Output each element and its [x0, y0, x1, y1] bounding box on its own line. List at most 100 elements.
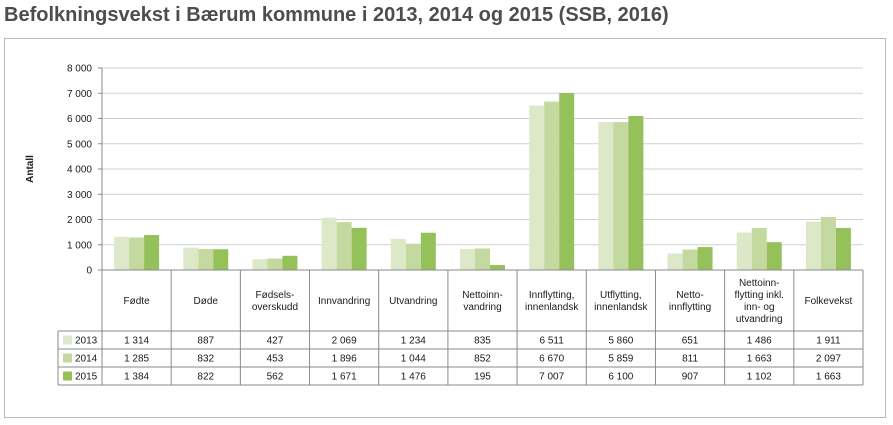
data-label: 651 [682, 336, 699, 347]
category-label: Utflytting, innenlandsk [594, 290, 648, 313]
y-tick-label: 2 000 [67, 215, 92, 226]
data-label: 453 [267, 354, 284, 365]
data-label: 6 511 [540, 336, 565, 347]
legend-label: 2014 [75, 354, 98, 365]
bar [598, 122, 614, 270]
y-tick-label: 1 000 [67, 240, 92, 251]
legend-label: 2013 [75, 336, 98, 347]
data-label: 6 100 [608, 372, 633, 383]
data-label: 1 314 [124, 336, 149, 347]
data-label: 1 663 [816, 372, 841, 383]
data-label: 887 [197, 336, 214, 347]
bar [475, 248, 490, 270]
data-label: 1 663 [747, 354, 772, 365]
data-label: 822 [197, 372, 214, 383]
bar [766, 242, 782, 270]
data-label: 1 285 [124, 354, 149, 365]
data-label: 835 [474, 336, 491, 347]
category-label: Nettoinn-flytting inkl. inn- og utvandring [734, 278, 783, 325]
data-label: 7 007 [539, 372, 564, 383]
bar [820, 217, 836, 270]
bar-chart: 0 1 000 2 000 3 000 4 000 5 000 6 000 7 000 8 00… [25, 64, 864, 386]
bar [559, 93, 575, 271]
y-tick-label: 8 000 [67, 64, 92, 75]
bar [198, 248, 214, 270]
bar [114, 236, 130, 270]
bar [336, 222, 352, 270]
data-label: 1 486 [747, 336, 772, 347]
data-label: 1 102 [747, 372, 772, 383]
category-label: Innflytting, innenlandsk [525, 290, 579, 313]
data-label: 562 [267, 372, 284, 383]
bar [420, 232, 436, 270]
y-tick-label: 7 000 [67, 89, 92, 100]
y-tick-label: 5 000 [67, 139, 92, 150]
data-label: 907 [682, 372, 699, 383]
y-axis: 0 1 000 2 000 3 000 4 000 5 000 6 000 7 000 8 00… [67, 64, 103, 277]
legend-label: 2015 [75, 372, 98, 383]
data-label: 195 [474, 372, 491, 383]
legend-swatch [63, 353, 72, 363]
category-label: Nettoinn-vandring [462, 290, 503, 313]
y-tick-label: 0 [86, 266, 92, 277]
category-label: Netto-innflytting [669, 290, 711, 313]
y-axis-label: Antall [25, 155, 36, 183]
data-label: 5 860 [608, 336, 633, 347]
data-label: 1 044 [401, 354, 426, 365]
y-tick-label: 4 000 [67, 165, 92, 176]
data-label: 852 [474, 354, 491, 365]
category-label: Døde [194, 296, 219, 307]
category-label: Folkevekst [805, 296, 853, 307]
bar [129, 237, 145, 270]
legend-swatch [63, 335, 72, 345]
gridlines [102, 67, 863, 246]
bar [490, 265, 505, 270]
category-label: Innvandring [318, 296, 370, 307]
bar [835, 228, 851, 270]
data-label: 1 234 [401, 336, 426, 347]
data-label: 832 [197, 354, 214, 365]
y-tick-label: 6 000 [67, 114, 92, 125]
bar [252, 259, 268, 270]
chart-frame: 0 1 000 2 000 3 000 4 000 5 000 6 000 7 000 8 00… [4, 38, 886, 418]
bar [736, 232, 752, 270]
bar [544, 101, 560, 270]
data-label: 2 097 [816, 354, 841, 365]
bar [144, 235, 160, 270]
bars [114, 93, 851, 271]
bar [529, 105, 545, 270]
bar [282, 255, 298, 270]
category-label: Fødte [124, 296, 151, 307]
bar [267, 258, 283, 270]
bar [751, 228, 767, 270]
bar [321, 217, 337, 270]
data-label: 1 671 [332, 372, 357, 383]
bar [628, 115, 644, 270]
data-label: 6 670 [539, 354, 564, 365]
category-label: Fødsels-overskudd [252, 290, 298, 313]
data-label: 2 069 [332, 336, 357, 347]
y-tick-label: 3 000 [67, 190, 92, 201]
data-label: 1 476 [401, 372, 426, 383]
bar [390, 238, 406, 270]
bar [351, 227, 367, 270]
bar [697, 247, 713, 270]
bar [667, 253, 683, 270]
data-label: 1 896 [332, 354, 357, 365]
bar [805, 221, 821, 270]
chart-title: Befolkningsvekst i Bærum kommune i 2013,… [4, 4, 669, 26]
data-label: 1 384 [124, 372, 149, 383]
data-label: 5 859 [608, 354, 633, 365]
data-table: Fødte Døde Fødsels-overskudd Innvandring Utv… [57, 269, 864, 386]
bar [183, 247, 199, 270]
data-label: 427 [267, 336, 284, 347]
data-label: 811 [682, 354, 698, 365]
bar [682, 249, 698, 270]
bar [613, 122, 629, 271]
bar [460, 248, 475, 270]
data-label: 1 911 [816, 336, 841, 347]
category-label: Utvandring [389, 296, 437, 307]
bar [213, 249, 229, 270]
bar [405, 243, 421, 270]
legend-swatch [63, 371, 72, 381]
